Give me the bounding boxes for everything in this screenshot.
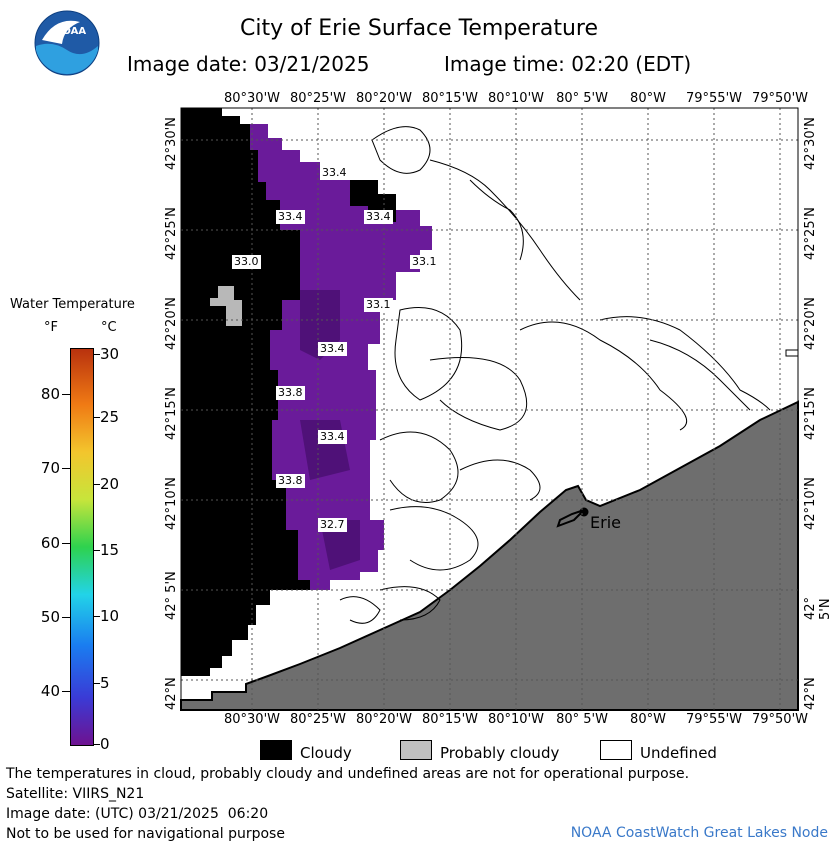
probably-cloudy-area: [210, 286, 242, 326]
colorbar-tick: [62, 617, 70, 618]
longitude-label: 80°W: [630, 712, 666, 727]
longitude-label: 80° 5'W: [556, 91, 608, 106]
legend-label-cloudy: Cloudy: [300, 744, 352, 762]
longitude-label: 79°55'W: [685, 91, 743, 106]
temperature-value-label: 33.1: [410, 255, 439, 269]
longitude-label: 80°15'W: [421, 712, 479, 727]
celsius-tick-label: 20: [100, 475, 120, 493]
image-time: Image time: 02:20 (EDT): [444, 52, 692, 76]
temperature-value-label: 33.0: [232, 255, 261, 269]
colorbar-tick: [62, 543, 70, 544]
coastwatch-node-text: NOAA CoastWatch Great Lakes Node: [570, 825, 828, 841]
fahrenheit-tick-label: 50: [40, 608, 60, 626]
latitude-label: 42°N: [164, 677, 179, 710]
colorbar-tick: [94, 550, 100, 551]
unit-celsius: °C: [101, 320, 117, 335]
fahrenheit-tick-label: 70: [40, 459, 60, 477]
longitude-label: 79°50'W: [751, 91, 809, 106]
map-title: City of Erie Surface Temperature: [239, 16, 599, 41]
latitude-label: 42°30'N: [164, 117, 179, 170]
image-date: Image date: 03/21/2025: [127, 52, 370, 76]
celsius-tick-label: 0: [100, 735, 110, 753]
city-label-erie: Erie: [590, 513, 621, 532]
navigation-note: Not to be used for navigational purpose: [6, 826, 285, 842]
celsius-tick-label: 5: [100, 674, 110, 692]
map-frame: [180, 107, 799, 711]
logo-text: NOAA: [54, 26, 87, 37]
water-temperature-area: [250, 124, 432, 590]
temperature-value-label: 33.4: [276, 210, 305, 224]
colorbar-tick: [94, 484, 100, 485]
temperature-value-label: 33.4: [364, 210, 393, 224]
noaa-logo: NOAA: [34, 10, 100, 76]
fahrenheit-tick-label: 60: [40, 534, 60, 552]
longitude-label: 80°25'W: [289, 91, 347, 106]
longitude-label: 80°10'W: [487, 712, 545, 727]
temperature-value-label: 33.8: [276, 474, 305, 488]
temperature-value-label: 33.4: [318, 342, 347, 356]
latitude-label: 42°25'N: [803, 207, 818, 260]
erie-city-marker: [579, 507, 589, 517]
temperature-value-label: 32.7: [318, 518, 347, 532]
colorbar-tick: [62, 691, 70, 692]
latitude-label: 42°25'N: [164, 207, 179, 260]
latitude-label: 42°N: [803, 677, 818, 710]
colorbar-tick: [94, 683, 100, 684]
utc-date-text: Image date: (UTC) 03/21/2025 06:20: [6, 806, 269, 822]
colorbar-tick: [94, 417, 100, 418]
longitude-label: 80°15'W: [421, 91, 479, 106]
celsius-tick-label: 15: [100, 541, 120, 559]
satellite-text: Satellite: VIIRS_N21: [6, 786, 145, 802]
graticule: [181, 108, 798, 710]
colorbar-tick: [94, 744, 100, 745]
legend-swatch-probably-cloudy: [400, 740, 432, 760]
latitude-label: 42°20'N: [803, 297, 818, 350]
presque-isle: [556, 509, 585, 528]
legend-swatch-undefined: [600, 740, 632, 760]
latitude-label: 42°10'N: [803, 477, 818, 530]
celsius-tick-label: 30: [100, 345, 120, 363]
longitude-label: 80°20'W: [355, 91, 413, 106]
latitude-label: 42°15'N: [164, 387, 179, 440]
colorbar-tick: [94, 616, 100, 617]
legend-label-undefined: Undefined: [640, 744, 717, 762]
longitude-label: 79°50'W: [751, 712, 809, 727]
longitude-label: 80°W: [630, 91, 666, 106]
colorbar-tick: [62, 394, 70, 395]
latitude-label: 42°10'N: [164, 477, 179, 530]
celsius-tick-label: 10: [100, 607, 120, 625]
temperature-contours: [339, 126, 799, 624]
temperature-value-label: 33.4: [320, 166, 349, 180]
longitude-label: 80°25'W: [289, 712, 347, 727]
longitude-label: 80° 5'W: [556, 712, 608, 727]
longitude-label: 80°20'W: [355, 712, 413, 727]
celsius-tick-label: 25: [100, 408, 120, 426]
colorbar-title: Water Temperature: [10, 297, 135, 312]
longitude-label: 79°55'W: [685, 712, 743, 727]
longitude-label: 80°30'W: [223, 91, 281, 106]
latitude-label: 42° 5'N: [803, 596, 833, 620]
temperature-value-label: 33.4: [318, 430, 347, 444]
cloud-mask-area: [181, 108, 310, 676]
land-area: [180, 400, 799, 711]
latitude-label: 42°20'N: [164, 297, 179, 350]
longitude-label: 80°10'W: [487, 91, 545, 106]
latitude-label: 42°30'N: [803, 117, 818, 170]
temperature-value-label: 33.8: [276, 386, 305, 400]
temperature-colorbar: [70, 348, 94, 746]
legend-label-probably-cloudy: Probably cloudy: [440, 744, 560, 762]
disclaimer-text: The temperatures in cloud, probably clou…: [6, 766, 690, 782]
temperature-value-label: 33.1: [364, 298, 393, 312]
colorbar-tick: [62, 468, 70, 469]
unit-fahrenheit: °F: [44, 320, 58, 335]
fahrenheit-tick-label: 40: [40, 682, 60, 700]
fahrenheit-tick-label: 80: [40, 385, 60, 403]
latitude-label: 42°15'N: [803, 387, 818, 440]
colorbar-tick: [94, 354, 100, 355]
legend-swatch-cloudy: [260, 740, 292, 760]
longitude-label: 80°30'W: [223, 712, 281, 727]
latitude-label: 42° 5'N: [164, 571, 179, 620]
